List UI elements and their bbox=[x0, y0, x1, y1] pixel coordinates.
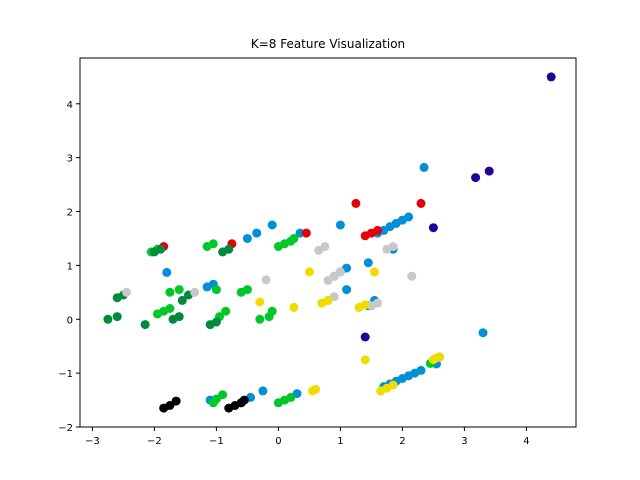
data-point bbox=[373, 225, 383, 235]
series-0 bbox=[360, 72, 556, 342]
data-point bbox=[335, 267, 345, 277]
data-point bbox=[419, 162, 429, 172]
data-point bbox=[546, 72, 556, 82]
data-point bbox=[320, 242, 330, 251]
data-point bbox=[224, 244, 234, 254]
data-point bbox=[342, 285, 352, 295]
data-point bbox=[360, 355, 370, 365]
data-point bbox=[208, 398, 218, 408]
data-point bbox=[242, 234, 252, 243]
data-point bbox=[388, 242, 398, 251]
data-point bbox=[404, 212, 414, 222]
data-point bbox=[373, 298, 383, 308]
data-point bbox=[428, 223, 438, 233]
data-point bbox=[122, 287, 131, 297]
x-tick-label: −3 bbox=[85, 436, 100, 447]
data-point bbox=[370, 267, 379, 277]
data-point bbox=[311, 384, 321, 394]
y-tick-label: −1 bbox=[58, 369, 73, 380]
data-point bbox=[289, 234, 299, 243]
data-point bbox=[174, 312, 184, 322]
data-point bbox=[416, 198, 426, 208]
data-point bbox=[435, 352, 445, 362]
data-point bbox=[258, 386, 268, 396]
data-point bbox=[156, 244, 166, 254]
data-point bbox=[407, 271, 417, 281]
x-tick-label: −2 bbox=[147, 436, 162, 447]
data-point bbox=[211, 285, 221, 295]
data-point bbox=[267, 306, 277, 316]
data-point bbox=[304, 267, 314, 277]
data-point bbox=[363, 258, 373, 268]
data-point bbox=[261, 275, 271, 285]
x-tick-label: 2 bbox=[399, 436, 405, 447]
data-point bbox=[471, 173, 481, 183]
data-point bbox=[162, 267, 172, 277]
x-tick-label: 1 bbox=[337, 436, 343, 447]
data-point bbox=[360, 300, 370, 310]
data-point bbox=[239, 395, 249, 405]
data-point bbox=[174, 285, 184, 295]
data-point bbox=[252, 228, 262, 238]
data-point bbox=[267, 220, 277, 230]
x-tick-label: 0 bbox=[275, 436, 281, 447]
data-point bbox=[177, 295, 187, 305]
data-point bbox=[478, 328, 488, 338]
y-tick-label: −2 bbox=[58, 423, 73, 434]
series-7 bbox=[159, 395, 249, 413]
y-tick-label: 0 bbox=[67, 315, 73, 326]
series-4 bbox=[103, 244, 234, 330]
data-point bbox=[112, 312, 122, 322]
data-point bbox=[301, 228, 311, 238]
x-tick-label: 4 bbox=[523, 436, 529, 447]
data-point bbox=[295, 228, 305, 238]
data-point bbox=[255, 314, 265, 324]
data-point bbox=[165, 287, 175, 297]
axes-layer: −3 −2 −1 0 1 2 3 4 −2 −1 0 1 2 3 4 bbox=[58, 100, 529, 447]
data-point bbox=[286, 392, 296, 402]
data-point bbox=[416, 365, 426, 375]
x-tick-label: 3 bbox=[461, 436, 467, 447]
data-point bbox=[351, 198, 361, 208]
y-tick-label: 3 bbox=[67, 154, 73, 165]
data-point bbox=[140, 320, 150, 330]
data-point bbox=[208, 239, 218, 249]
data-point bbox=[103, 314, 113, 324]
y-tick-label: 1 bbox=[67, 261, 73, 272]
data-point bbox=[388, 380, 398, 390]
plot-area bbox=[80, 58, 576, 427]
y-tick-label: 4 bbox=[67, 100, 73, 111]
data-point bbox=[335, 220, 345, 230]
plot-frame bbox=[79, 57, 577, 428]
chart-title: K=8 Feature Visualization bbox=[251, 37, 405, 51]
data-point bbox=[360, 332, 370, 342]
data-point bbox=[242, 285, 252, 295]
data-point bbox=[255, 297, 265, 307]
data-point bbox=[221, 306, 231, 316]
data-point bbox=[484, 166, 494, 176]
x-tick-label: −1 bbox=[209, 436, 224, 447]
data-point bbox=[190, 287, 200, 297]
data-point bbox=[289, 302, 299, 312]
y-tick-label: 2 bbox=[67, 208, 73, 219]
data-point bbox=[323, 295, 333, 305]
series-6 bbox=[255, 267, 445, 396]
data-point bbox=[211, 317, 221, 327]
points-layer bbox=[103, 72, 556, 413]
data-point bbox=[171, 396, 181, 406]
data-point bbox=[165, 304, 175, 313]
